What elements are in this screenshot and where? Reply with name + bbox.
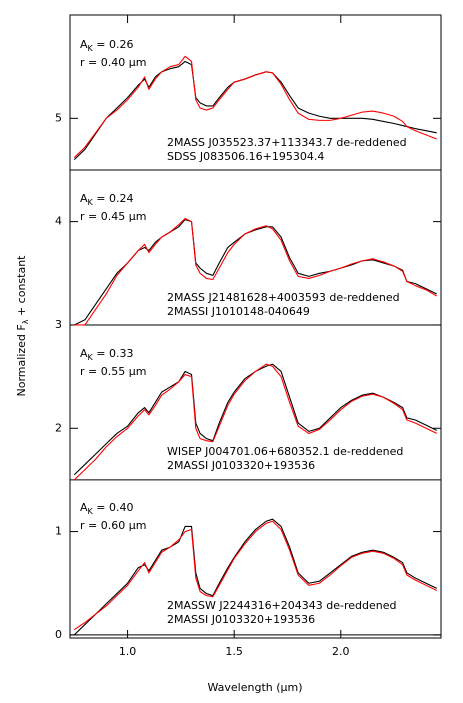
x-label-text: Wavelength ( — [207, 681, 280, 694]
extinction-subscript: K — [88, 353, 94, 362]
spectrum-line — [74, 219, 437, 326]
extinction-subscript: K — [88, 507, 94, 516]
legend-entry: 2MASS J21481628+4003593 de-reddened — [167, 291, 400, 304]
plot-frame — [69, 14, 442, 639]
y-tick-label: 0 — [55, 628, 62, 641]
extinction-symbol: A — [80, 38, 88, 51]
y-tick-label: 1 — [55, 525, 62, 538]
legend-entry: 2MASSW J2244316+204343 de-reddened — [167, 599, 397, 612]
legend-entry: SDSS J083506.16+195304.4 — [167, 150, 324, 163]
y-tick-label: 5 — [55, 111, 62, 124]
y-tick-label: 4 — [55, 215, 62, 228]
x-tick-label: 2.0 — [332, 645, 350, 658]
extinction-label: AK = 0.26 — [80, 38, 133, 53]
separation-label: r = 0.40 μm — [80, 56, 146, 69]
separation-label: r = 0.45 μm — [80, 210, 146, 223]
legend-entry: 2MASSI J1010148-040649 — [167, 305, 310, 318]
spectrum-line — [73, 520, 437, 631]
spectrum-line — [73, 518, 437, 636]
legend-entry: WISEP J004701.06+680352.1 de-reddened — [167, 445, 403, 458]
x-tick-label: 1.0 — [119, 645, 137, 658]
x-axis-label: Wavelength (μm) — [207, 681, 302, 694]
extinction-subscript: K — [88, 198, 94, 207]
extinction-symbol: A — [80, 347, 88, 360]
x-label-close: ) — [298, 681, 302, 694]
x-tick-label: 1.5 — [225, 645, 243, 658]
legend-entry: 2MASS J035523.37+113343.7 de-reddened — [167, 136, 407, 149]
extinction-value: = 0.40 — [93, 501, 134, 514]
separation-label: r = 0.60 μm — [80, 519, 146, 532]
extinction-label: AK = 0.40 — [80, 501, 133, 516]
separation-label: r = 0.55 μm — [80, 365, 146, 378]
legend-entry: 2MASSI J0103320+193536 — [167, 613, 315, 626]
y-tick-label: 2 — [55, 421, 62, 434]
y-label-subscript: λ — [21, 319, 30, 324]
y-label-rest: + constant — [15, 255, 28, 320]
y-axis-label: Normalized Fλ + constant — [15, 255, 30, 397]
spectrum-line — [73, 55, 437, 158]
y-tick-label: 3 — [55, 318, 62, 331]
extinction-label: AK = 0.24 — [80, 192, 133, 207]
extinction-subscript: K — [88, 44, 94, 53]
extinction-symbol: A — [80, 501, 88, 514]
legend-entry: 2MASSI J0103320+193536 — [167, 459, 315, 472]
spectrum-line — [73, 363, 437, 481]
spectrum-line — [74, 217, 438, 326]
extinction-symbol: A — [80, 192, 88, 205]
spectrum-line — [73, 363, 437, 476]
extinction-label: AK = 0.33 — [80, 347, 133, 362]
y-label-text: Normalized F — [15, 324, 28, 396]
extinction-value: = 0.26 — [93, 38, 134, 51]
extinction-value: = 0.24 — [93, 192, 134, 205]
x-label-unit: μm — [281, 681, 299, 694]
extinction-value: = 0.33 — [93, 347, 134, 360]
